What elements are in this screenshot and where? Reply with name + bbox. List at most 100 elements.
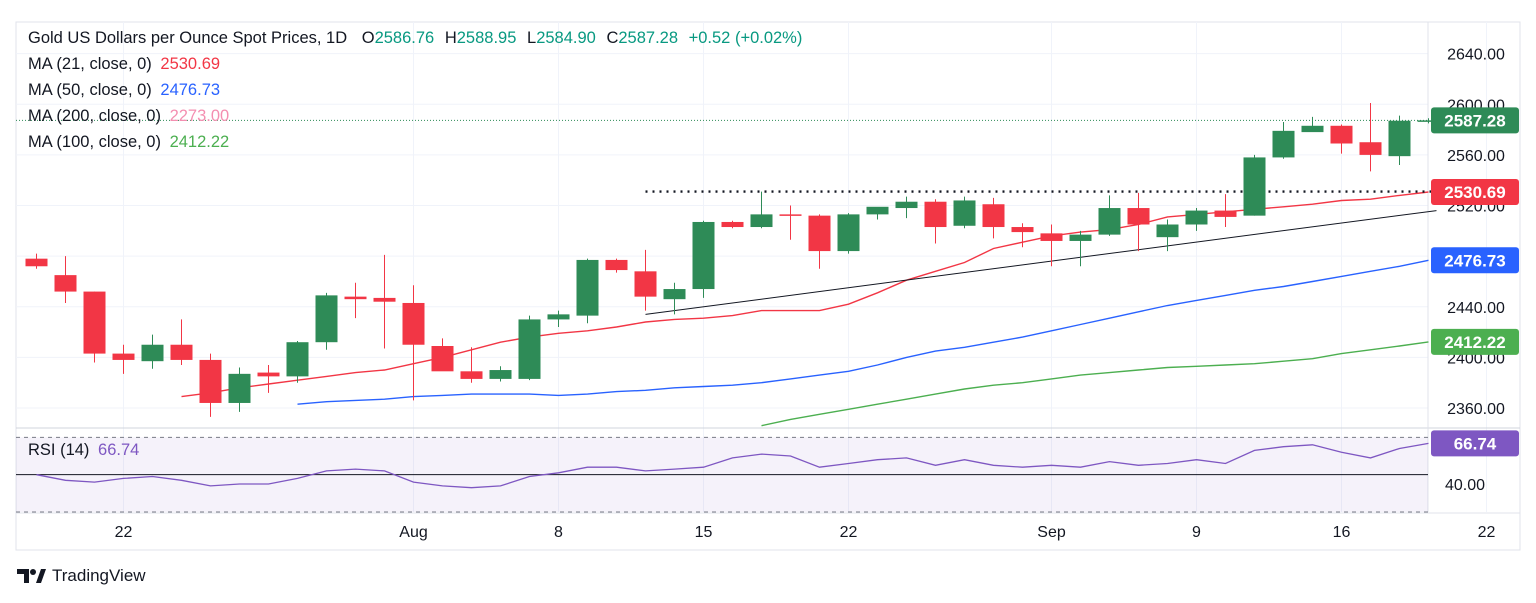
candle-body (808, 215, 831, 252)
time-axis-label: 22 (840, 524, 858, 541)
price-tag-label: 66.74 (1454, 434, 1497, 453)
price-tags: 2587.28 2530.69 2476.73 2412.22 66.74 (1431, 107, 1519, 457)
candle-body (1214, 210, 1237, 217)
open-value: 2586.76 (374, 29, 435, 47)
candle-body (1359, 142, 1382, 155)
legend-ma200[interactable]: MA (200, close, 0) 2273.00 (28, 107, 229, 126)
candle-body (634, 271, 657, 297)
candle-body (344, 296, 367, 300)
candle-body (228, 373, 251, 403)
legend-ma100[interactable]: MA (100, close, 0) 2412.22 (28, 133, 229, 152)
candle-body (1040, 233, 1063, 241)
annotations (16, 119, 1437, 315)
price-axis-label: 2440.00 (1447, 300, 1505, 317)
candle-body (1127, 208, 1150, 225)
price-tag (1431, 178, 1519, 205)
header-ohlc: Gold US Dollars per Ounce Spot Prices, 1… (28, 29, 802, 48)
close-value: 2587.28 (618, 29, 679, 47)
low-value: 2584.90 (536, 29, 596, 47)
low-label: L (527, 29, 537, 47)
candle-body (953, 200, 976, 226)
candle-body (1243, 157, 1266, 216)
price-tag (1431, 430, 1519, 457)
candle-body (25, 258, 48, 267)
time-axis-label: Sep (1037, 524, 1066, 541)
candle-body (866, 206, 889, 215)
time-axis-label: 16 (1333, 524, 1351, 541)
candle-body (1156, 224, 1179, 238)
legend-value: 2412.22 (169, 133, 230, 151)
candle-body (1301, 125, 1324, 133)
chart-title: Gold US Dollars per Ounce Spot Prices, 1… (28, 29, 348, 47)
price-tag (1431, 247, 1519, 274)
tradingview-brand[interactable]: TradingView (16, 566, 146, 586)
legend-value: 2273.00 (169, 107, 230, 125)
candles (25, 103, 1440, 417)
candle-body (721, 221, 744, 228)
candle-body (286, 342, 309, 377)
candle-body (982, 204, 1005, 228)
time-axis-label: Aug (399, 524, 427, 541)
candle-body (1069, 234, 1092, 241)
time-axis-label: 15 (695, 524, 713, 541)
legend-ma50[interactable]: MA (50, close, 0) 2476.73 (28, 81, 220, 100)
candle-body (895, 201, 918, 209)
candle-body (750, 214, 773, 228)
rsi-pane (16, 436, 1429, 513)
candle-body (170, 344, 193, 360)
legend-rsi[interactable]: RSI (14) 66.74 (28, 441, 139, 460)
candle-body (837, 214, 860, 252)
candle-body (431, 346, 454, 372)
candle-body (373, 297, 396, 302)
rsi-axis-label: 40.00 (1445, 477, 1485, 494)
candle-body (779, 214, 802, 216)
candle-body (518, 319, 541, 379)
legend-label: MA (50, close, 0) (28, 81, 152, 99)
support-trendline (645, 210, 1437, 315)
ma-line (181, 191, 1429, 398)
price-tag-label: 2412.22 (1444, 333, 1505, 352)
candle-body (1098, 208, 1121, 235)
candle-body (1185, 210, 1208, 225)
close-label: C (606, 29, 619, 47)
time-axis-label: 22 (1478, 524, 1496, 541)
price-tag-label: 2587.28 (1444, 111, 1505, 130)
open-label: O (361, 29, 375, 47)
brand-name: TradingView (52, 566, 146, 585)
legend-label: RSI (14) (28, 441, 90, 459)
candle-body (1330, 125, 1353, 144)
price-tag (1431, 328, 1519, 355)
candle-body (402, 302, 425, 345)
legend-ma21[interactable]: MA (21, close, 0) 2530.69 (28, 55, 220, 74)
moving-averages (181, 191, 1429, 427)
grid (15, 21, 1521, 551)
price-tag-label: 2530.69 (1444, 183, 1505, 202)
tradingview-logo-icon (17, 569, 46, 583)
candle-body (924, 201, 947, 228)
candle-body (1417, 120, 1440, 122)
price-axis-label: 2640.00 (1447, 47, 1505, 64)
legend-label: MA (200, close, 0) (28, 107, 161, 125)
high-value: 2588.95 (456, 29, 517, 47)
candle-body (315, 295, 338, 343)
candle-body (692, 221, 715, 290)
legend-value: 66.74 (98, 441, 140, 459)
price-axis-label: 2560.00 (1447, 148, 1505, 165)
candle-body (663, 289, 686, 300)
candle-body (141, 344, 164, 362)
time-axis-label: 9 (1192, 524, 1201, 541)
price-tag-label: 2476.73 (1444, 251, 1505, 270)
candle-body (54, 275, 77, 292)
legend-label: MA (100, close, 0) (28, 133, 161, 151)
candle-body (547, 314, 570, 320)
change-value: +0.52 (+0.02%) (688, 29, 803, 47)
ma-line (761, 341, 1429, 427)
time-axis-label: 8 (554, 524, 563, 541)
candle-body (605, 259, 628, 271)
candle-body (576, 259, 599, 316)
legend-value: 2476.73 (160, 81, 221, 99)
ma-line (297, 259, 1429, 405)
plot-frame (15, 21, 1521, 551)
candle-body (1011, 227, 1034, 233)
legend-value: 2530.69 (160, 55, 221, 73)
